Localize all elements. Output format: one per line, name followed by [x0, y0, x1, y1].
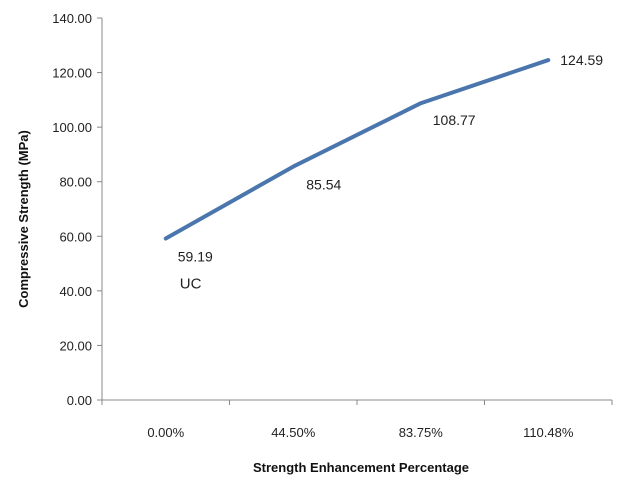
y-axis-title: Compressive Strength (MPa) — [16, 130, 31, 308]
y-tick-label: 120.00 — [52, 66, 92, 81]
annotation-uc: UC — [180, 275, 202, 292]
data-labels: 59.19 85.54 108.77 124.59 — [178, 52, 604, 264]
x-tick-labels: 0.00% 44.50% 83.75% 110.48% — [147, 425, 574, 440]
data-label: 85.54 — [306, 177, 341, 193]
x-tick-label: 83.75% — [399, 425, 444, 440]
data-label: 124.59 — [560, 52, 603, 68]
y-tick-label: 140.00 — [52, 11, 92, 26]
tick-marks — [97, 17, 613, 405]
y-tick-label: 100.00 — [52, 120, 92, 135]
data-label: 59.19 — [178, 248, 213, 264]
x-tick-label: 0.00% — [147, 425, 184, 440]
y-tick-label: 20.00 — [59, 338, 92, 353]
y-tick-label: 80.00 — [59, 175, 92, 190]
x-axis-title: Strength Enhancement Percentage — [253, 460, 469, 475]
x-tick-label: 44.50% — [271, 425, 316, 440]
x-tick-label: 110.48% — [523, 425, 574, 440]
series-line — [163, 58, 551, 241]
y-tick-label: 40.00 — [59, 284, 92, 299]
data-label: 108.77 — [433, 112, 476, 128]
y-tick-label: 0.00 — [67, 393, 92, 408]
y-tick-labels: 0.00 20.00 40.00 60.00 80.00 100.00 120.00 140.… — [52, 11, 92, 408]
y-tick-label: 60.00 — [59, 229, 92, 244]
